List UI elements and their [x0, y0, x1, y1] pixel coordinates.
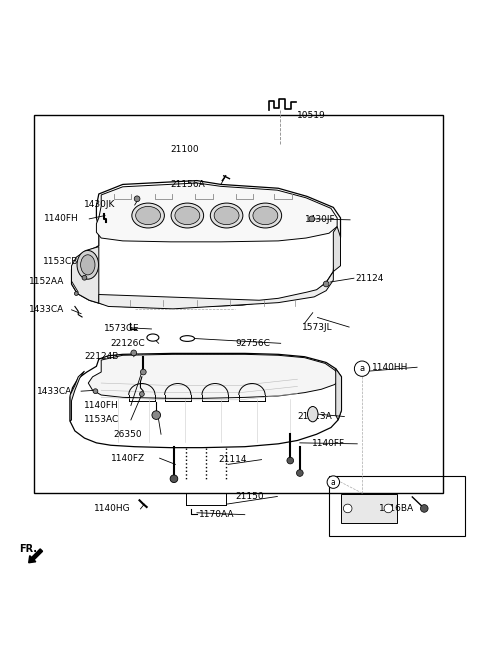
Text: 1430JF: 1430JF [305, 215, 335, 224]
Text: a: a [331, 478, 336, 487]
Text: 1140FH: 1140FH [44, 215, 79, 224]
Text: FR.: FR. [19, 544, 37, 554]
Text: 1140HH: 1140HH [372, 363, 408, 372]
Text: 1433CA: 1433CA [28, 305, 64, 314]
Polygon shape [70, 354, 341, 447]
Text: 1416BA: 1416BA [379, 504, 414, 513]
Ellipse shape [253, 207, 278, 224]
Text: 26350: 26350 [113, 430, 142, 439]
Circle shape [384, 504, 393, 513]
Text: 1170AA: 1170AA [199, 510, 235, 519]
Circle shape [131, 350, 137, 356]
Circle shape [93, 389, 98, 394]
Bar [328, 476, 465, 536]
Polygon shape [99, 272, 333, 309]
Ellipse shape [77, 251, 98, 279]
Ellipse shape [132, 203, 164, 228]
Text: 1140FH: 1140FH [84, 401, 119, 410]
Text: 1153CB: 1153CB [43, 257, 78, 266]
Circle shape [287, 457, 294, 464]
Circle shape [74, 292, 78, 295]
Text: 1573GE: 1573GE [104, 325, 139, 333]
Polygon shape [333, 226, 340, 272]
Text: 21150: 21150 [235, 492, 264, 501]
Ellipse shape [214, 207, 239, 224]
Bar [34, 115, 444, 493]
Text: 10519: 10519 [298, 111, 326, 120]
Text: 21156A: 21156A [170, 180, 205, 189]
Text: 21114: 21114 [218, 455, 247, 464]
Circle shape [140, 392, 144, 396]
Polygon shape [336, 369, 341, 420]
Text: 21100: 21100 [170, 146, 199, 154]
Text: 1140HG: 1140HG [94, 504, 131, 514]
Ellipse shape [175, 207, 200, 224]
Polygon shape [88, 354, 340, 398]
Polygon shape [70, 371, 84, 421]
Circle shape [134, 196, 140, 201]
Text: 92756C: 92756C [235, 338, 270, 348]
Circle shape [141, 369, 146, 375]
Polygon shape [72, 247, 99, 303]
Text: 1152AA: 1152AA [28, 277, 64, 285]
Circle shape [343, 504, 352, 513]
Ellipse shape [171, 203, 204, 228]
Ellipse shape [136, 207, 160, 224]
Text: 1140FZ: 1140FZ [111, 454, 145, 462]
Text: 22124B: 22124B [84, 352, 119, 361]
Ellipse shape [308, 407, 318, 422]
Circle shape [327, 476, 339, 488]
Ellipse shape [180, 336, 194, 341]
Ellipse shape [81, 255, 95, 275]
Circle shape [420, 504, 428, 512]
Circle shape [361, 369, 367, 375]
Text: 21124: 21124 [355, 274, 383, 283]
Bar [340, 494, 397, 523]
FancyArrow shape [29, 549, 43, 563]
Ellipse shape [147, 334, 159, 341]
Polygon shape [96, 183, 337, 242]
Text: 1573JL: 1573JL [302, 323, 333, 331]
Circle shape [323, 281, 329, 287]
Text: 1430JK: 1430JK [84, 201, 116, 209]
Circle shape [297, 470, 303, 476]
Ellipse shape [210, 203, 243, 228]
Polygon shape [72, 180, 340, 308]
Ellipse shape [249, 203, 282, 228]
Text: 22126C: 22126C [111, 338, 145, 348]
Text: 1433CA: 1433CA [36, 386, 72, 396]
Circle shape [309, 216, 315, 222]
Circle shape [82, 276, 87, 280]
Text: a: a [360, 364, 365, 373]
Text: 1140FF: 1140FF [312, 440, 345, 448]
Circle shape [170, 475, 178, 483]
Circle shape [354, 361, 370, 377]
Text: 21713A: 21713A [298, 412, 332, 421]
Circle shape [152, 411, 160, 419]
Text: 1153AC: 1153AC [84, 415, 120, 424]
